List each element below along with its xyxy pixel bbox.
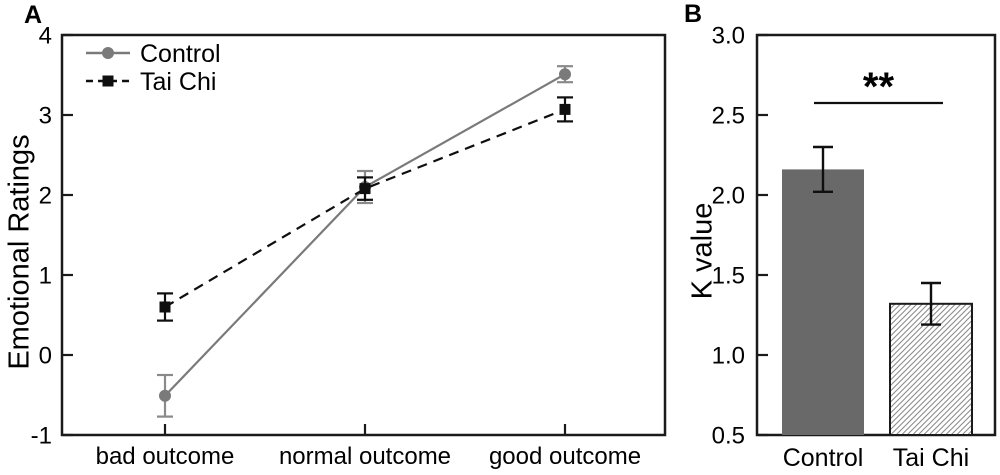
y-tick-label: 4 [39, 23, 52, 50]
square-marker [359, 183, 371, 195]
y-tick-label: 1 [39, 263, 52, 290]
circle-marker [159, 389, 171, 402]
legend-item-control: Control [86, 40, 221, 68]
panel-b-bar-chart: 0.5 1.0 1.5 2.0 2.5 3.0 Control Tai Chi ** [712, 23, 997, 472]
panel-b-frame [755, 33, 997, 437]
y-tick-label: 1.5 [712, 263, 745, 290]
y-tick-label: 2 [39, 183, 52, 210]
error-bar [813, 145, 833, 194]
y-tick-label: 3.0 [712, 23, 745, 50]
error-bar [921, 281, 941, 326]
legend-circle-marker [102, 47, 114, 59]
y-tick-label: 0 [39, 343, 52, 370]
square-marker [159, 301, 171, 313]
circle-marker [559, 68, 571, 81]
square-marker [559, 103, 571, 115]
panel-b-y-axis-title: K value [686, 202, 719, 300]
series-line [164, 73, 566, 397]
series-line [164, 108, 566, 308]
legend-label: Tai Chi [140, 68, 216, 96]
x-category-label: good outcome [489, 443, 641, 470]
panel-a-label: A [24, 1, 43, 29]
panel-a-frame [60, 33, 667, 437]
x-category-label: Tai Chi [893, 444, 969, 472]
panel-a-y-axis-title: Emotional Ratings [3, 134, 36, 370]
y-tick-label: 3 [39, 103, 52, 130]
significance-stars: ** [863, 65, 895, 109]
legend-square-marker [102, 75, 114, 87]
y-tick-label: 2.0 [712, 183, 745, 210]
bar-control [782, 169, 864, 435]
y-tick-label: -1 [31, 423, 52, 450]
x-category-label: bad outcome [96, 443, 235, 470]
series-control [157, 65, 573, 418]
y-tick-label: 0.5 [712, 423, 745, 450]
panel-b-label: B [684, 0, 703, 28]
x-category-label: Control [783, 444, 864, 472]
significance-marker: ** [814, 65, 943, 109]
legend-item-tai-chi: Tai Chi [86, 68, 216, 96]
panel-a-line-chart: -1 0 1 2 3 4 bad outcome normal outcome good out… [31, 23, 667, 470]
y-tick-label: 2.5 [712, 103, 745, 130]
x-category-label: normal outcome [279, 443, 451, 470]
legend-label: Control [140, 40, 221, 68]
series-tai-chi [157, 96, 573, 322]
y-tick-label: 1.0 [712, 343, 745, 370]
